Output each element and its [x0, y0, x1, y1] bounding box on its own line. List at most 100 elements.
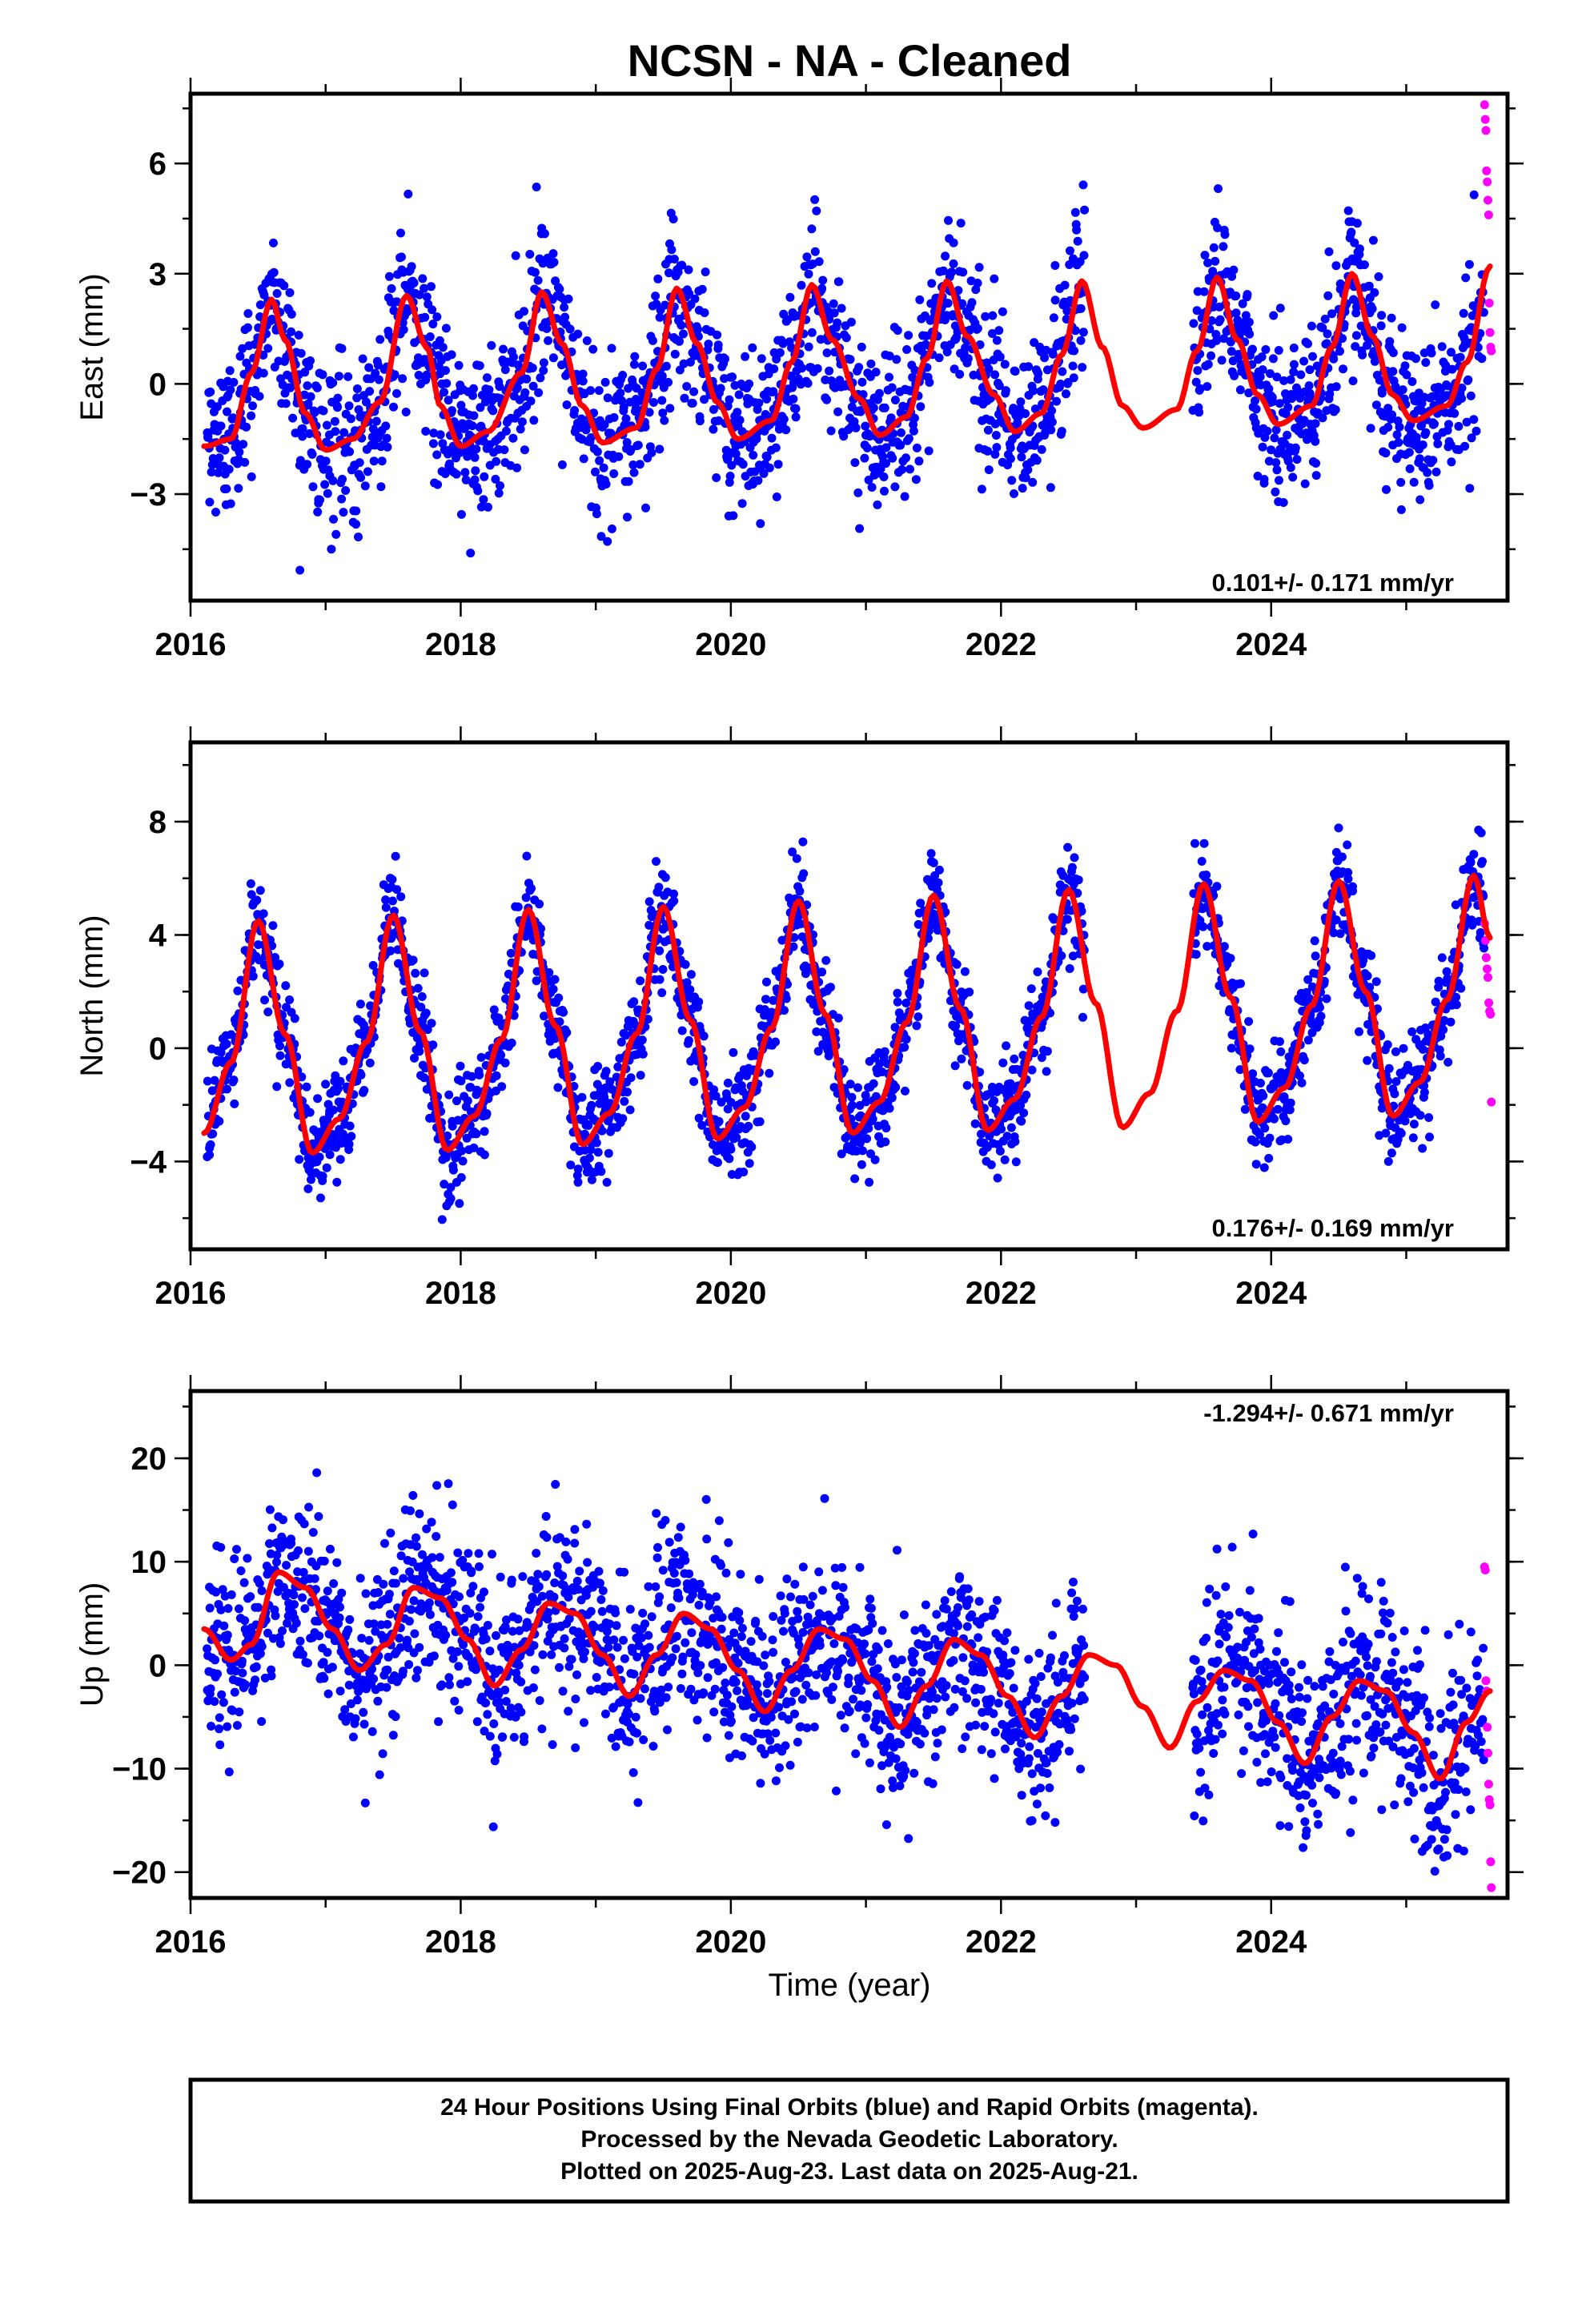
final-orbit-point [333, 403, 342, 412]
final-orbit-point [1283, 1135, 1293, 1144]
final-orbit-point [228, 1706, 238, 1715]
final-orbit-point [344, 1140, 354, 1149]
final-orbit-point [265, 1505, 275, 1514]
final-orbit-point [628, 460, 638, 469]
final-orbit-point [560, 303, 569, 312]
final-orbit-point [661, 361, 671, 371]
final-orbit-point [848, 1100, 857, 1110]
final-orbit-point [389, 402, 398, 412]
final-orbit-point [500, 365, 510, 375]
final-orbit-point [1417, 420, 1426, 430]
final-orbit-point [267, 941, 277, 951]
final-orbit-point [248, 971, 258, 981]
final-orbit-point [511, 251, 520, 260]
final-orbit-point [313, 507, 323, 517]
final-orbit-point [624, 476, 633, 486]
rapid-orbit-point [1484, 195, 1492, 205]
final-orbit-point [562, 1027, 572, 1037]
final-orbit-point [584, 1153, 594, 1163]
final-orbit-point [299, 1519, 309, 1529]
final-orbit-point [386, 1528, 396, 1538]
final-orbit-point [287, 309, 296, 319]
final-orbit-point [657, 988, 667, 998]
final-orbit-point [459, 1640, 468, 1650]
final-orbit-point [499, 344, 508, 354]
final-orbit-point [1396, 477, 1406, 487]
final-orbit-point [974, 263, 984, 272]
final-orbit-point [457, 1146, 467, 1156]
final-orbit-point [408, 1490, 418, 1500]
final-orbit-point [1074, 875, 1083, 885]
final-orbit-point [216, 1542, 226, 1552]
final-orbit-point [437, 1215, 447, 1224]
final-orbit-point [635, 460, 644, 469]
final-orbit-point [603, 537, 612, 546]
final-orbit-point [238, 1668, 247, 1678]
final-orbit-point [548, 984, 558, 994]
final-orbit-point [1442, 967, 1452, 976]
final-orbit-point [472, 1129, 481, 1139]
final-orbit-point [304, 1502, 314, 1512]
final-orbit-point [298, 432, 307, 441]
final-orbit-point [825, 366, 834, 376]
rapid-orbit-point [1487, 1097, 1496, 1107]
final-orbit-point [1037, 444, 1046, 454]
final-orbit-point [970, 1119, 980, 1128]
final-orbit-point [735, 416, 745, 425]
final-orbit-point [871, 368, 881, 377]
final-orbit-point [649, 398, 658, 407]
final-orbit-point [1256, 1079, 1265, 1088]
final-orbit-point [1370, 287, 1379, 297]
final-orbit-point [616, 1037, 626, 1047]
final-orbit-point [383, 442, 392, 452]
final-orbit-point [1244, 388, 1254, 398]
final-orbit-point [255, 1578, 264, 1588]
final-orbit-point [938, 266, 948, 275]
final-orbit-point [867, 483, 877, 492]
final-orbit-point [1007, 476, 1017, 485]
final-orbit-point [1050, 261, 1060, 270]
final-orbit-point [428, 320, 438, 329]
final-orbit-point [415, 1047, 424, 1056]
final-orbit-point [810, 247, 820, 256]
final-orbit-point [423, 1025, 432, 1035]
final-orbit-point [255, 1649, 265, 1659]
final-orbit-point [367, 1727, 377, 1736]
final-orbit-point [420, 312, 430, 322]
final-orbit-point [231, 438, 241, 448]
final-orbit-point [1363, 340, 1372, 350]
final-orbit-point [669, 255, 679, 263]
final-orbit-point [942, 348, 952, 356]
final-orbit-point [977, 1129, 986, 1139]
final-orbit-point [1231, 308, 1241, 318]
final-orbit-point [351, 520, 361, 529]
final-orbit-point [422, 1524, 432, 1534]
final-orbit-point [1303, 975, 1313, 984]
final-orbit-point [1191, 950, 1201, 959]
final-orbit-point [617, 396, 626, 405]
final-orbit-point [205, 1150, 215, 1160]
final-orbit-point [1273, 1104, 1283, 1114]
final-orbit-point [331, 427, 340, 436]
x-tick-label: 2020 [695, 1276, 766, 1311]
final-orbit-point [1078, 328, 1088, 337]
final-orbit-point [1367, 304, 1377, 314]
final-orbit-point [346, 414, 355, 424]
final-orbit-point [868, 1114, 877, 1124]
final-orbit-point [1329, 928, 1339, 938]
final-orbit-point [1456, 983, 1466, 993]
final-orbit-point [1312, 361, 1322, 371]
final-orbit-point [727, 460, 737, 470]
final-orbit-point [484, 385, 494, 395]
final-orbit-point [1037, 1053, 1046, 1063]
final-orbit-point [592, 1138, 601, 1148]
final-orbit-point [239, 1578, 249, 1587]
final-orbit-point [429, 428, 439, 438]
final-orbit-point [797, 364, 806, 373]
final-orbit-point [773, 460, 783, 469]
final-orbit-point [328, 378, 338, 388]
final-orbit-point [416, 1599, 426, 1609]
final-orbit-point [787, 343, 797, 352]
final-orbit-point [1068, 951, 1078, 961]
final-orbit-point [975, 340, 985, 349]
